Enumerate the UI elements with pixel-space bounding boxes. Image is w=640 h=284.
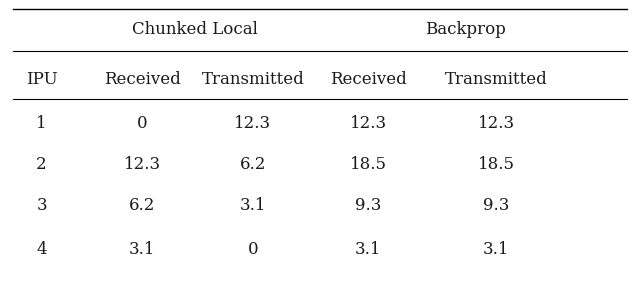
- Text: Transmitted: Transmitted: [445, 71, 547, 88]
- Text: 3.1: 3.1: [239, 197, 266, 214]
- Text: 3: 3: [36, 197, 47, 214]
- Text: Received: Received: [104, 71, 180, 88]
- Text: 2: 2: [36, 156, 47, 173]
- Text: 1: 1: [36, 115, 47, 132]
- Text: 0: 0: [248, 241, 258, 258]
- Text: IPU: IPU: [26, 71, 58, 88]
- Text: 3.1: 3.1: [129, 241, 156, 258]
- Text: Received: Received: [330, 71, 406, 88]
- Text: 12.3: 12.3: [234, 115, 271, 132]
- Text: 12.3: 12.3: [477, 115, 515, 132]
- Text: 3.1: 3.1: [355, 241, 381, 258]
- Text: 12.3: 12.3: [349, 115, 387, 132]
- Text: 4: 4: [36, 241, 47, 258]
- Text: 12.3: 12.3: [124, 156, 161, 173]
- Text: Chunked Local: Chunked Local: [132, 21, 258, 38]
- Text: 9.3: 9.3: [355, 197, 381, 214]
- Text: 3.1: 3.1: [483, 241, 509, 258]
- Text: Transmitted: Transmitted: [202, 71, 304, 88]
- Text: 18.5: 18.5: [349, 156, 387, 173]
- Text: Backprop: Backprop: [426, 21, 506, 38]
- Text: 6.2: 6.2: [239, 156, 266, 173]
- Text: 6.2: 6.2: [129, 197, 156, 214]
- Text: 9.3: 9.3: [483, 197, 509, 214]
- Text: 0: 0: [137, 115, 147, 132]
- Text: 18.5: 18.5: [477, 156, 515, 173]
